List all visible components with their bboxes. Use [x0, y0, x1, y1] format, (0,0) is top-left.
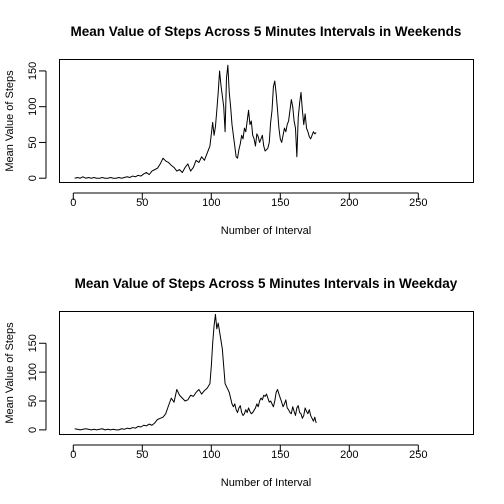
x-tick-label: 0	[70, 197, 76, 209]
series-layer	[74, 313, 317, 431]
chart-weekday: Mean Value of Steps Across 5 Minutes Int…	[4, 276, 474, 489]
y-tick-label: 0	[27, 175, 39, 181]
x-axis-label: Number of Interval	[221, 225, 311, 237]
y-tick-label: 50	[27, 395, 39, 407]
x-tick-label: 150	[271, 197, 289, 209]
x-tick-label: 0	[70, 449, 76, 461]
x-axis: 0 50 100 150 200 250	[70, 192, 427, 209]
y-axis-label: Mean Value of Steps	[4, 322, 16, 424]
plot-frame	[59, 59, 474, 183]
y-axis: 0 50 100 150	[27, 62, 47, 181]
x-tick-label: 150	[271, 449, 289, 461]
x-tick-label: 250	[409, 197, 427, 209]
chart-weekends: Mean Value of Steps Across 5 Minutes Int…	[4, 24, 474, 237]
y-tick-label: 150	[27, 62, 39, 80]
x-tick-label: 50	[136, 449, 148, 461]
plot-frame	[59, 311, 474, 435]
x-tick-label: 200	[340, 197, 358, 209]
x-tick-label: 50	[136, 197, 148, 209]
x-tick-label: 100	[202, 197, 220, 209]
y-axis: 0 50 100 150	[27, 334, 47, 433]
y-tick-label: 150	[27, 334, 39, 352]
y-tick-label: 50	[27, 136, 39, 148]
y-tick-label: 100	[27, 98, 39, 116]
y-tick-label: 0	[27, 427, 39, 433]
x-axis-label: Number of Interval	[221, 477, 311, 489]
x-tick-label: 100	[202, 449, 220, 461]
x-axis: 0 50 100 150 200 250	[70, 444, 427, 461]
x-tick-label: 200	[340, 449, 358, 461]
chart-title: Mean Value of Steps Across 5 Minutes Int…	[71, 24, 462, 39]
series-line	[74, 313, 317, 431]
y-axis-label: Mean Value of Steps	[4, 70, 16, 172]
x-tick-label: 250	[409, 449, 427, 461]
chart-title: Mean Value of Steps Across 5 Minutes Int…	[75, 276, 458, 291]
series-layer	[74, 64, 317, 179]
y-tick-label: 100	[27, 363, 39, 381]
series-line	[74, 64, 317, 179]
